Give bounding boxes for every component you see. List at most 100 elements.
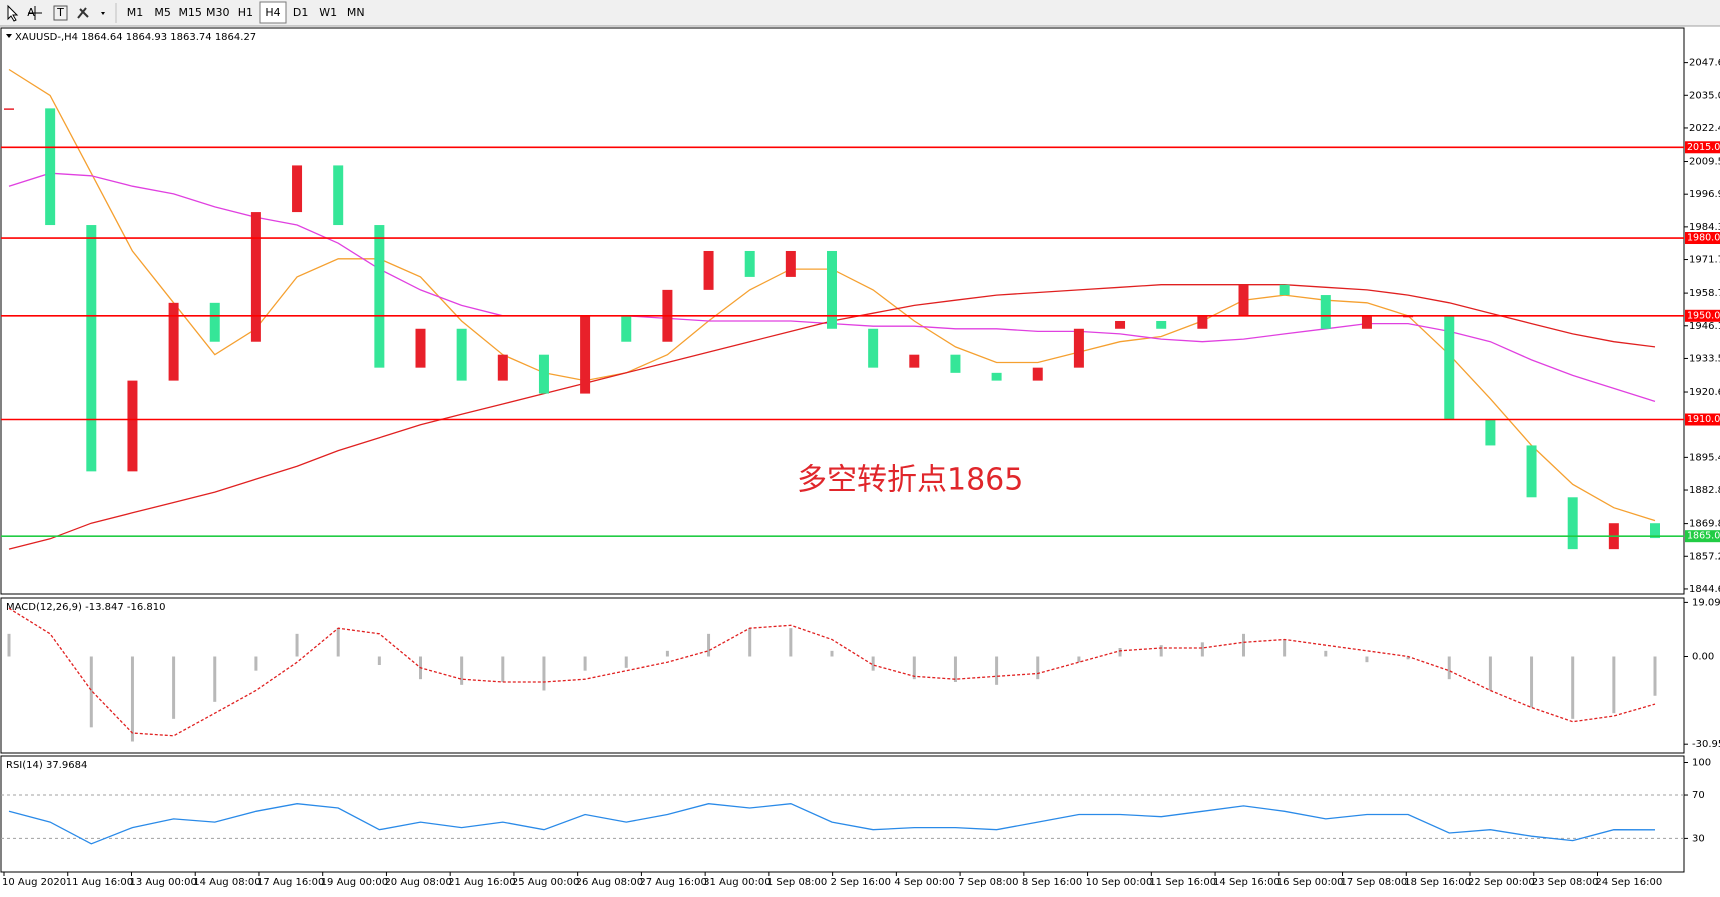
macd-bar — [1036, 656, 1040, 680]
timeframe-button[interactable]: M1 — [127, 6, 144, 19]
timeframe-button[interactable]: M30 — [206, 6, 230, 19]
candle — [4, 108, 14, 110]
indicator-label: RSI(14) 37.9684 — [6, 760, 87, 771]
toolbar: A T M1 M5 M15 M30 H1 H4 D1 W1 MN — [0, 0, 1720, 27]
level-tag — [1685, 413, 1720, 426]
y-tick-label: 1857.25 — [1689, 551, 1720, 562]
collapse-arrow — [6, 34, 12, 38]
candle — [209, 302, 220, 342]
y-tick-label: 2009.50 — [1689, 157, 1720, 168]
timeframe-button[interactable]: W1 — [319, 6, 337, 19]
x-tick-label: 17 Sep 08:00 — [1341, 877, 1408, 888]
indicator-label: MACD(12,26,9) -13.847 -16.810 — [6, 602, 166, 613]
timeframe-button[interactable]: H1 — [238, 6, 253, 19]
macd-bar — [912, 656, 916, 680]
y-tick-label: 0.00 — [1692, 652, 1714, 663]
y-tick-label: 70 — [1692, 790, 1705, 801]
candle — [827, 250, 837, 329]
y-tick-label: 1920.60 — [1689, 387, 1720, 398]
macd-bar — [295, 633, 299, 657]
macd-bar — [1242, 633, 1245, 657]
macd-bar — [1653, 656, 1657, 696]
rsi-panel — [0, 755, 1685, 873]
x-tick-label: 18 Sep 16:00 — [1404, 877, 1471, 888]
candle — [1156, 320, 1167, 329]
main-panel — [0, 27, 1685, 595]
text-label-tool[interactable] — [53, 5, 68, 21]
timeframe-button[interactable]: MN — [347, 6, 365, 19]
level-label: 2015.00 — [1687, 142, 1720, 153]
timeframe-button[interactable]: H4 — [265, 6, 280, 19]
macd-bar — [1406, 656, 1410, 660]
candle — [1444, 315, 1455, 420]
x-tick-label: 25 Aug 00:00 — [512, 877, 579, 888]
toolbar-bg — [0, 0, 1720, 26]
macd-bar — [1612, 656, 1616, 714]
macd-bar — [1283, 639, 1287, 657]
macd-bar — [1365, 656, 1369, 663]
x-tick-label: 17 Aug 16:00 — [257, 877, 324, 888]
macd-panel — [0, 597, 1685, 754]
macd-bar — [624, 656, 628, 668]
y-tick-label: 30 — [1692, 833, 1705, 844]
macd-bar — [1488, 656, 1492, 691]
annotation: 多空转折点1865 — [797, 463, 1023, 498]
timeframe-button[interactable]: M15 — [178, 6, 202, 19]
candle — [785, 250, 796, 277]
timeframe-button[interactable]: M5 — [154, 6, 171, 19]
level-tag — [1685, 530, 1720, 543]
candle — [333, 165, 344, 226]
candle — [621, 315, 632, 342]
macd-bar — [830, 650, 834, 657]
macd-bar — [1447, 656, 1451, 680]
macd-bar — [1571, 656, 1575, 719]
x-tick-label: 11 Aug 16:00 — [66, 877, 133, 888]
dropdown-arrow[interactable] — [101, 12, 105, 15]
candle — [538, 354, 549, 394]
y-tick-label: 2047.65 — [1689, 58, 1720, 69]
candle — [1279, 284, 1290, 296]
level-label: 1910.00 — [1687, 414, 1720, 425]
macd-bar — [7, 633, 11, 657]
text-tool[interactable]: A — [27, 6, 35, 19]
candle — [1032, 367, 1043, 381]
macd-bar — [254, 656, 258, 671]
x-tick-label: 1 Sep 08:00 — [767, 877, 827, 888]
crosshair-tool[interactable] — [28, 6, 42, 20]
timeframe-button[interactable]: D1 — [293, 6, 308, 19]
x-tick-label: 8 Sep 16:00 — [1022, 877, 1082, 888]
candle — [1073, 328, 1084, 368]
shapes-tool[interactable] — [77, 7, 89, 19]
level-label: 1865.00 — [1687, 531, 1720, 542]
x-tick-label: 23 Sep 08:00 — [1532, 877, 1599, 888]
y-tick-label: 1946.15 — [1689, 321, 1720, 332]
candle — [250, 212, 261, 342]
y-tick-label: -30.953 — [1692, 739, 1720, 750]
macd-signal — [8, 607, 1656, 737]
macd-bar — [1159, 645, 1163, 657]
candle — [1238, 284, 1249, 316]
macd-bar — [707, 633, 711, 657]
y-tick-label: 1933.55 — [1689, 353, 1720, 364]
macd-bar — [665, 650, 669, 657]
text-label-tool-glyph: T — [56, 6, 64, 19]
macd-bar — [995, 656, 999, 685]
candle — [703, 250, 714, 290]
level-tag — [1685, 232, 1720, 245]
level-label: 1980.00 — [1687, 233, 1720, 244]
x-tick-label: 21 Aug 16:00 — [448, 877, 515, 888]
candle — [374, 225, 385, 368]
candle — [1361, 315, 1372, 329]
cursor-tool[interactable] — [7, 4, 19, 22]
x-tick-label: 27 Aug 16:00 — [639, 877, 706, 888]
candle — [292, 165, 303, 213]
y-tick-label: 1996.90 — [1689, 189, 1720, 200]
candle — [1567, 497, 1578, 550]
x-tick-label: 10 Sep 00:00 — [1086, 877, 1153, 888]
x-tick-label: 26 Aug 08:00 — [576, 877, 643, 888]
timeframe-active — [259, 1, 287, 24]
x-tick-label: 4 Sep 00:00 — [894, 877, 954, 888]
candle — [1320, 295, 1331, 329]
level-label: 1950.00 — [1687, 310, 1720, 321]
